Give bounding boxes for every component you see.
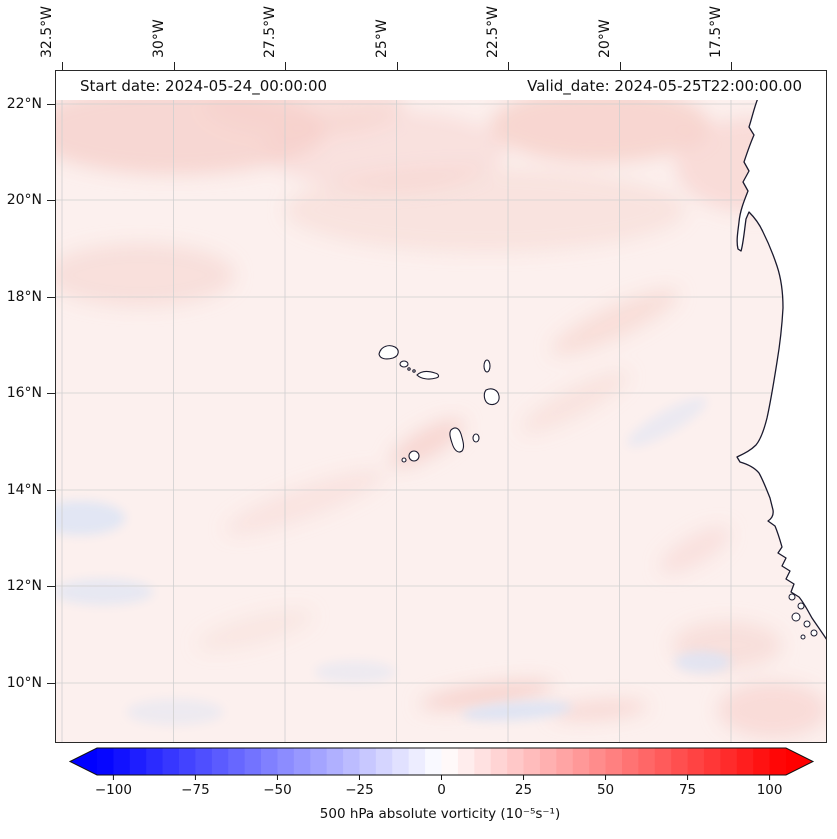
lon-tick [285,62,286,70]
lat-tick [47,490,55,491]
lat-tick-label: 10°N [6,675,42,691]
lon-tick-label: 20°W [596,19,613,58]
title-band: Start date: 2024-05-24_00:00:00 Valid_da… [56,71,826,100]
colorbar-band [261,748,278,775]
colorbar-tick-label: −25 [345,782,374,798]
lat-tick-label: 16°N [6,385,42,401]
colorbar-band [703,748,721,775]
colorbar-band [654,748,672,775]
colorbar-tick-label: −100 [95,782,132,798]
colorbar-band [97,748,114,775]
colorbar-band [687,748,705,775]
colorbar-band [375,748,393,775]
lat-tick [47,586,55,587]
colorbar-band [195,748,213,775]
colorbar-label: 500 hPa absolute vorticity (10⁻⁵s⁻¹) [319,806,561,822]
lat-tick [47,200,55,201]
colorbar-band [523,748,541,775]
colorbar-tick-label: 0 [437,782,446,798]
longitude-axis: 32.5°W 30°W 27.5°W 25°W 22.5°W 20°W 17.5°W [0,0,837,70]
lat-tick [47,393,55,394]
lon-tick [173,62,175,70]
lon-tick [396,62,398,70]
colorbar-band [408,748,426,775]
lat-tick [47,683,55,684]
africa-coastline [736,97,827,641]
colorbar-band [572,748,590,775]
lat-tick-label: 14°N [6,482,42,498]
colorbar-band [490,748,508,775]
africa-landmass [737,98,827,640]
colorbar-band [753,748,770,775]
colorbar: −100 −75 −50 −25 0 25 50 75 100 [68,747,815,798]
colorbar-band [244,748,262,775]
colorbar-band [113,748,131,775]
colorbar-band [179,748,196,775]
colorbar-band [425,748,442,775]
lon-tick-label: 17.5°W [708,5,724,58]
lat-tick-label: 18°N [6,289,42,305]
colorbar-tick-label: −50 [263,782,292,798]
colorbar-band [293,748,311,775]
colorbar-band [769,748,787,775]
colorbar-tick-label: 50 [597,782,614,798]
colorbar-band [228,748,246,775]
colorbar-band [589,748,606,775]
colorbar-tick-label: 75 [679,782,696,798]
colorbar-tick-label: 100 [757,782,783,798]
colorbar-band [310,748,328,775]
colorbar-band [326,748,344,775]
lon-tick [619,62,621,70]
lon-tick-label: 25°W [373,19,390,58]
colorbar-band [720,748,738,775]
colorbar-band [277,748,295,775]
colorbar-band [556,748,574,775]
latitude-axis: 22°N 20°N 18°N 16°N 14°N 12°N 10°N [0,0,55,743]
gridlines [55,70,827,743]
colorbar-band [129,748,147,775]
lat-tick-label: 12°N [6,578,42,594]
lon-tick [62,62,63,70]
colorbar-band [441,748,459,775]
colorbar-band [392,748,410,775]
colorbar-band [638,748,656,775]
lon-tick-label: 30°W [150,19,167,58]
lon-tick-label: 27.5°W [262,5,278,58]
colorbar-outline [68,747,815,776]
lon-tick [508,62,509,70]
colorbar-band [343,748,360,775]
colorbar-band [359,748,377,775]
colorbar-band [146,748,164,775]
lon-tick [731,62,732,70]
colorbar-band [539,748,557,775]
map-canvas [55,70,827,743]
colorbar-band [621,748,639,775]
colorbar-band [211,748,229,775]
colorbar-tick-label: 25 [515,782,532,798]
lat-tick [47,297,55,298]
colorbar-band [457,748,475,775]
colorbar-extend-min [70,748,97,775]
bijagos-islands [788,593,818,640]
colorbar-band [736,748,754,775]
valid-date-label: Valid_date: 2024-05-25T22:00:00.00 [527,76,802,95]
colorbar-band [605,748,623,775]
colorbar-band [474,748,492,775]
colorbar-band [671,748,688,775]
map-plot: Start date: 2024-05-24_00:00:00 Valid_da… [55,70,827,743]
colorbar-band [507,748,524,775]
lon-tick-label: 22.5°W [485,5,501,58]
colorbar-band [162,748,180,775]
lat-tick-label: 20°N [6,192,42,208]
colorbar-tick-label: −75 [181,782,210,798]
lat-tick-label: 22°N [6,96,42,112]
cape-verde-islands [378,345,500,463]
colorbar-extend-max [786,748,813,775]
start-date-label: Start date: 2024-05-24_00:00:00 [80,76,328,95]
lat-tick [47,104,55,105]
